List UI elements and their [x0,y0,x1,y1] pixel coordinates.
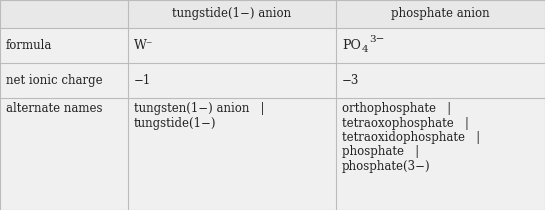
Text: −1: −1 [134,74,152,87]
Text: orthophosphate   |: orthophosphate | [342,102,451,115]
Bar [0,0,545,28]
Text: PO: PO [342,39,361,52]
Text: tungsten(1−) anion   |: tungsten(1−) anion | [134,102,264,115]
Text: net ionic charge: net ionic charge [6,74,102,87]
Text: alternate names: alternate names [6,102,102,115]
Text: tetraoxidophosphate   |: tetraoxidophosphate | [342,131,480,144]
Text: phosphate(3−): phosphate(3−) [342,160,431,173]
Text: W⁻: W⁻ [134,39,154,52]
Text: tungstide(1−): tungstide(1−) [134,117,216,130]
Text: phosphate anion: phosphate anion [391,8,490,21]
Text: tetraoxophosphate   |: tetraoxophosphate | [342,117,469,130]
Text: tungstide(1−) anion: tungstide(1−) anion [172,8,292,21]
Text: 4: 4 [362,45,368,54]
Text: formula: formula [6,39,52,52]
Text: −3: −3 [342,74,359,87]
Text: 3−: 3− [369,35,384,44]
Text: phosphate   |: phosphate | [342,146,419,159]
